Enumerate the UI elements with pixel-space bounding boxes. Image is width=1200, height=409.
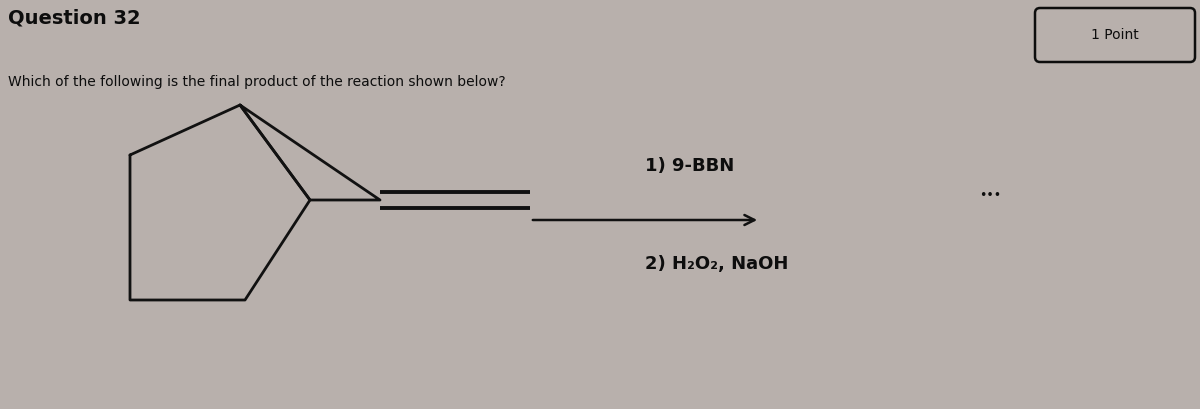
Text: Which of the following is the final product of the reaction shown below?: Which of the following is the final prod… [8, 75, 505, 89]
Text: Question 32: Question 32 [8, 8, 140, 27]
Text: 1 Point: 1 Point [1091, 28, 1139, 42]
Text: 1) 9-BBN: 1) 9-BBN [646, 157, 734, 175]
FancyBboxPatch shape [1034, 8, 1195, 62]
Text: •••: ••• [979, 189, 1001, 202]
Text: 2) H₂O₂, NaOH: 2) H₂O₂, NaOH [646, 255, 788, 273]
